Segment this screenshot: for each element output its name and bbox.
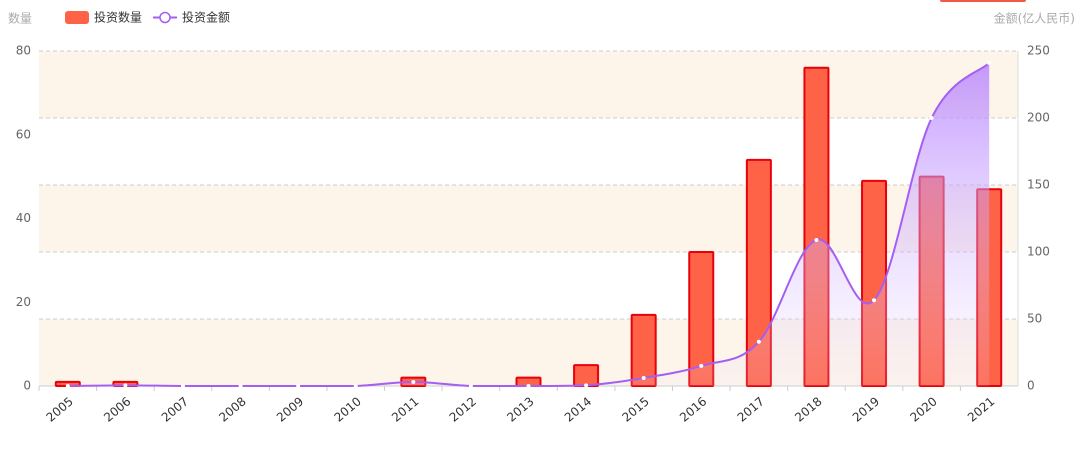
x-tick-label: 2015: [619, 394, 651, 424]
line-area: [67, 63, 990, 387]
y2-tick-label: 0: [1027, 379, 1035, 393]
y2-tick-label: 50: [1027, 312, 1042, 326]
legend-swatch: [65, 11, 89, 24]
line-point: [756, 339, 761, 344]
line-point: [123, 383, 128, 388]
line-point: [814, 237, 819, 242]
line-point: [929, 116, 934, 120]
y2-tick-label: 200: [1027, 111, 1050, 125]
top-button[interactable]: [940, 0, 1026, 2]
y-tick-label: 40: [16, 211, 31, 225]
y2-tick-label: 100: [1027, 245, 1050, 259]
x-tick-label: 2019: [850, 394, 882, 424]
legend: 投资数量 投资金额: [65, 10, 230, 25]
x-tick-label: 2010: [332, 394, 364, 424]
x-tick-label: 2005: [44, 394, 76, 424]
x-tick-label: 2007: [159, 394, 191, 424]
line-point: [180, 384, 185, 388]
x-tick-label: 2021: [965, 394, 997, 424]
x-tick-label: 2017: [735, 394, 767, 424]
x-tick-label: 2008: [216, 394, 248, 424]
line-point: [238, 384, 243, 388]
line-point: [526, 384, 531, 388]
x-tick-label: 2016: [677, 394, 709, 424]
x-tick-label: 2006: [101, 394, 133, 424]
legend-swatch-point: [159, 11, 171, 24]
y-tick-label: 80: [16, 44, 31, 58]
line-point: [987, 61, 992, 66]
y-tick-label: 0: [23, 379, 31, 393]
line-point: [468, 384, 473, 388]
y-axis-name: 数量: [8, 11, 32, 26]
y-tick-label: 20: [16, 295, 31, 309]
line-point: [411, 379, 416, 384]
line-point: [65, 384, 70, 388]
bar: [630, 313, 657, 387]
legend-label: 投资金额: [182, 10, 230, 25]
x-tick-label: 2018: [792, 394, 824, 424]
x-tick-label: 2012: [447, 394, 479, 424]
x-tick-label: 2009: [274, 394, 306, 424]
line-point: [641, 375, 646, 380]
line-point: [699, 363, 704, 368]
legend-label: 投资数量: [94, 10, 142, 25]
line-point: [584, 383, 589, 388]
y2-tick-label: 150: [1027, 178, 1050, 192]
x-tick-label: 2014: [562, 394, 594, 424]
y2-axis-name: 金额(亿人民币): [994, 11, 1075, 26]
split-area: [39, 51, 1018, 118]
x-tick-label: 2013: [504, 394, 536, 424]
bar: [573, 364, 600, 387]
y-tick-label: 60: [16, 127, 31, 141]
line-point: [296, 384, 301, 388]
line-point: [872, 298, 877, 303]
x-tick-label: 2020: [907, 394, 939, 424]
y2-tick-label: 250: [1027, 44, 1050, 58]
x-tick-label: 2011: [389, 394, 421, 424]
line-point: [353, 384, 358, 388]
split-area: [39, 185, 1018, 252]
